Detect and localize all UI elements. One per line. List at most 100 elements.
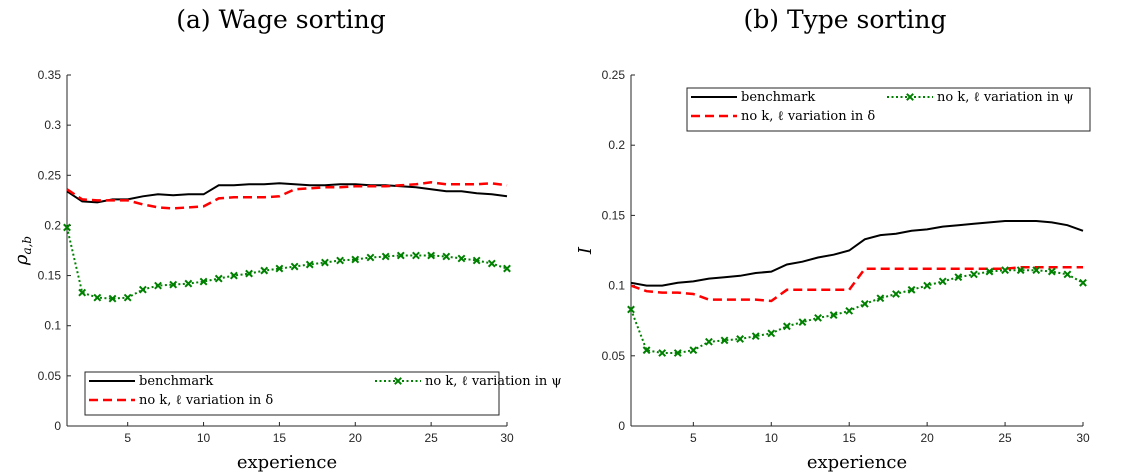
x-tick-label: 10	[197, 431, 211, 445]
series-point-marker	[1063, 270, 1072, 279]
series-point-marker	[366, 253, 375, 262]
series-point-marker	[673, 349, 682, 357]
series-line-2	[66, 227, 508, 300]
series-point-marker	[63, 223, 71, 232]
y-tick-label: 0	[618, 419, 625, 433]
series-point-marker	[1001, 266, 1009, 275]
series-point-marker	[627, 305, 635, 314]
series-point-marker	[245, 269, 253, 278]
legend-label-0: benchmark	[139, 374, 213, 389]
x-tick-label: 20	[920, 431, 934, 445]
series-point-marker	[260, 266, 269, 275]
x-axis-label: experience	[237, 452, 337, 473]
x-tick-label: 20	[349, 431, 363, 445]
series-point-marker	[907, 285, 916, 294]
legend-label-1: no k, ℓ variation in δ	[741, 109, 875, 124]
series-point-marker	[169, 280, 178, 289]
series-point-marker	[814, 313, 822, 322]
panel-a-wage-sorting: 0 0.05 0.1 0.15 0.2 0.25 0.3 0.35 5 10 15 20 25 30 exp…	[11, 68, 562, 473]
series-point-marker	[1079, 278, 1087, 287]
series-point-marker	[798, 318, 807, 327]
legend-box	[686, 87, 1091, 132]
series-point-marker	[290, 262, 299, 271]
y-tick-label: 0.2	[44, 218, 61, 232]
series-point-marker	[487, 259, 496, 268]
series-point-marker	[829, 311, 838, 319]
series-point-marker	[751, 332, 760, 341]
legend-label-0: benchmark	[741, 90, 815, 105]
y-tick-label: 0.25	[38, 168, 62, 182]
y-axis-label: I	[575, 246, 596, 255]
series-point-marker	[351, 255, 360, 264]
y-tick-label: 0.15	[38, 269, 62, 283]
series-line-1	[66, 181, 508, 210]
y-tick-label: 0.1	[608, 279, 625, 293]
series-point-marker	[782, 322, 791, 331]
y-tick-label: 0.2	[608, 138, 625, 152]
legend-label-2: no k, ℓ variation in ψ	[937, 90, 1074, 105]
series-point-marker	[138, 285, 147, 294]
legend-marker	[394, 377, 402, 385]
y-tick-label: 0	[54, 419, 61, 433]
series-point-marker	[457, 254, 466, 263]
y-tick-label: 0.05	[602, 349, 626, 363]
series-point-marker	[767, 329, 776, 338]
series-point-marker	[442, 252, 451, 261]
series-point-marker	[642, 346, 651, 355]
series-line-0	[630, 220, 1084, 287]
series-point-marker	[860, 299, 869, 308]
y-tick-label: 0.3	[44, 118, 61, 132]
series-point-marker	[472, 256, 481, 265]
y-tick-label: 0.1	[44, 319, 61, 333]
series-point-marker	[229, 271, 238, 280]
legend-box	[84, 371, 500, 416]
series-point-marker	[214, 274, 223, 283]
x-tick-label: 15	[843, 431, 857, 445]
series-point-marker	[923, 281, 932, 290]
series-point-marker	[720, 336, 729, 345]
series-point-marker	[381, 252, 390, 261]
panel-b-title: (b) Type sorting	[744, 5, 947, 34]
series-point-marker	[845, 306, 854, 315]
y-tick-label: 0.25	[602, 68, 626, 82]
series-point-marker	[93, 293, 102, 302]
series-point-marker	[1016, 266, 1025, 275]
x-tick-label: 30	[1076, 431, 1090, 445]
legend-label-1: no k, ℓ variation in δ	[139, 393, 273, 408]
x-tick-label: 30	[500, 431, 514, 445]
x-tick-label: 25	[424, 431, 438, 445]
series-point-marker	[954, 273, 963, 282]
series-point-marker	[503, 264, 511, 273]
series-point-marker	[412, 251, 420, 260]
x-tick-label: 10	[765, 431, 779, 445]
x-tick-label: 15	[273, 431, 287, 445]
series-line-1	[630, 266, 1083, 303]
series-point-marker	[658, 349, 667, 357]
series-point-marker	[305, 260, 314, 269]
series-point-marker	[275, 264, 284, 273]
series-point-marker	[184, 279, 193, 288]
series-point-marker	[1047, 267, 1056, 276]
x-axis-label: experience	[807, 452, 907, 473]
series-point-marker	[892, 290, 900, 298]
series-line-2	[630, 269, 1084, 354]
series-point-marker	[78, 288, 87, 297]
series-point-marker	[938, 277, 947, 286]
x-tick-label: 5	[124, 431, 131, 445]
legend-label-2: no k, ℓ variation in ψ	[425, 374, 562, 389]
series-point-marker	[1032, 266, 1041, 275]
y-axis-label: ρa,b	[11, 236, 34, 266]
series-point-marker	[154, 281, 162, 290]
x-tick-label: 5	[690, 431, 697, 445]
series-point-marker	[427, 251, 436, 260]
y-tick-label: 0.05	[38, 369, 62, 383]
series-point-marker	[985, 267, 994, 276]
series-point-marker	[689, 346, 698, 355]
series-point-marker	[396, 251, 405, 260]
series-point-marker	[876, 294, 885, 303]
series-point-marker	[199, 277, 208, 286]
series-point-marker	[969, 270, 978, 279]
y-tick-label: 0.15	[602, 208, 626, 222]
panel-b-type-sorting: 0 0.05 0.1 0.15 0.2 0.25 5 10 15 20 25 30 experience…	[575, 68, 1091, 473]
